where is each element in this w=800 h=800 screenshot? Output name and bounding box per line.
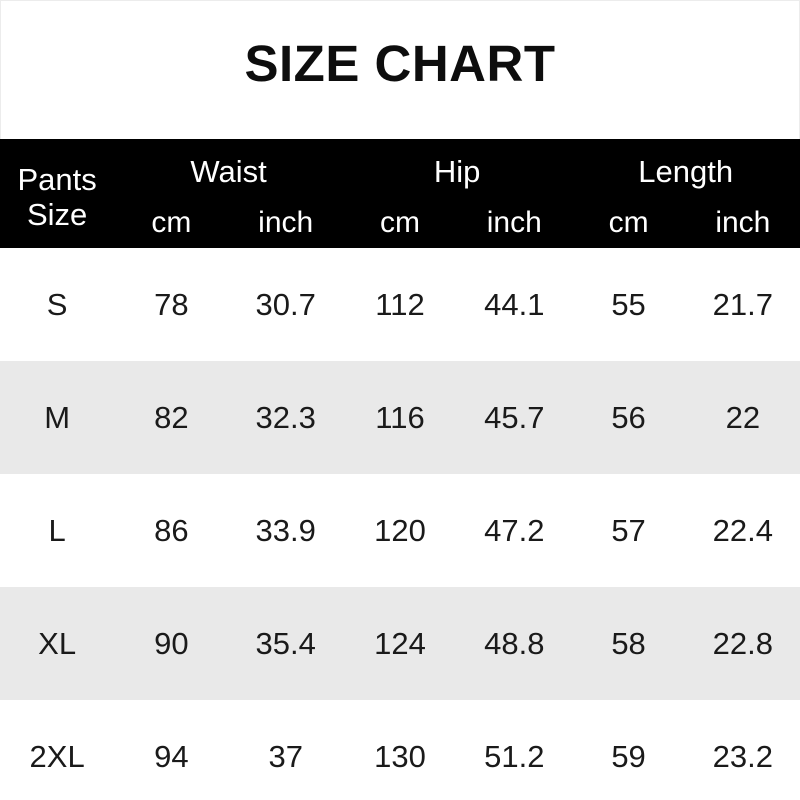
size-cell: XL: [38, 625, 77, 661]
title-block: SIZE CHART: [0, 0, 800, 139]
length-cm-cell: 56: [611, 399, 646, 435]
length-inch-cell: 22.8: [712, 625, 774, 661]
length-inch-cell: 22.4: [712, 512, 774, 548]
corner-header-pants-size: Pants Size: [0, 147, 114, 248]
subheader-hip-inch: inch: [486, 205, 542, 239]
size-cell: S: [46, 286, 68, 322]
size-cell: 2XL: [29, 738, 85, 774]
waist-cm-cell: 90: [154, 625, 189, 661]
waist-cm-cell: 94: [154, 738, 189, 774]
waist-inch-cell: 37: [268, 738, 303, 774]
size-cell: M: [44, 399, 71, 435]
table-row-s: S 78 30.7 112 44.1 55 21.7: [0, 248, 800, 361]
table-header: Pants Size Waist Hip Length cm inch cm i…: [0, 139, 800, 248]
group-header-waist-label: Waist: [190, 154, 267, 190]
table-row-l: L 86 33.9 120 47.2 57 22.4: [0, 474, 800, 587]
length-cm-cell: 55: [611, 286, 646, 322]
waist-inch-cell: 35.4: [255, 625, 316, 661]
corner-header-line1: Pants: [17, 161, 97, 197]
subheader-length-inch: inch: [715, 205, 771, 239]
group-header-hip: Hip: [343, 147, 572, 198]
hip-inch-cell: 48.8: [484, 625, 545, 661]
hip-inch-cell: 47.2: [484, 512, 545, 548]
subheader-waist-cm: cm: [151, 205, 192, 239]
hip-cm-cell: 120: [374, 512, 426, 548]
hip-cm-cell: 112: [375, 286, 425, 322]
length-cm-cell: 58: [611, 625, 646, 661]
waist-cm-cell: 86: [154, 512, 189, 548]
waist-cm-cell: 78: [154, 286, 189, 322]
table-row-m: M 82 32.3 116 45.7 56 22: [0, 361, 800, 474]
group-header-length-label: Length: [638, 154, 734, 190]
corner-header-line2: Size: [26, 196, 88, 232]
hip-inch-cell: 51.2: [484, 738, 545, 774]
page-title: SIZE CHART: [244, 34, 556, 92]
length-inch-cell: 21.7: [712, 286, 774, 322]
hip-cm-cell: 116: [375, 399, 425, 435]
waist-cm-cell: 82: [154, 399, 189, 435]
hip-cm-cell: 130: [374, 738, 426, 774]
group-header-waist: Waist: [114, 147, 343, 198]
length-cm-cell: 57: [611, 512, 646, 548]
group-header-length: Length: [571, 147, 800, 198]
table-row-xl: XL 90 35.4 124 48.8 58 22.8: [0, 587, 800, 700]
hip-cm-cell: 124: [374, 625, 426, 661]
length-cm-cell: 59: [611, 738, 646, 774]
length-inch-cell: 22: [725, 399, 761, 435]
size-cell: L: [48, 512, 66, 548]
table-row-2xl: 2XL 94 37 130 51.2 59 23.2: [0, 700, 800, 800]
group-header-hip-label: Hip: [433, 154, 481, 190]
waist-inch-cell: 30.7: [255, 286, 316, 322]
hip-inch-cell: 44.1: [484, 286, 545, 322]
subheader-waist-inch: inch: [258, 205, 314, 239]
subheader-hip-cm: cm: [379, 205, 420, 239]
waist-inch-cell: 33.9: [255, 512, 316, 548]
waist-inch-cell: 32.3: [255, 399, 316, 435]
hip-inch-cell: 45.7: [484, 399, 545, 435]
subheader-length-cm: cm: [608, 205, 649, 239]
length-inch-cell: 23.2: [712, 738, 774, 774]
